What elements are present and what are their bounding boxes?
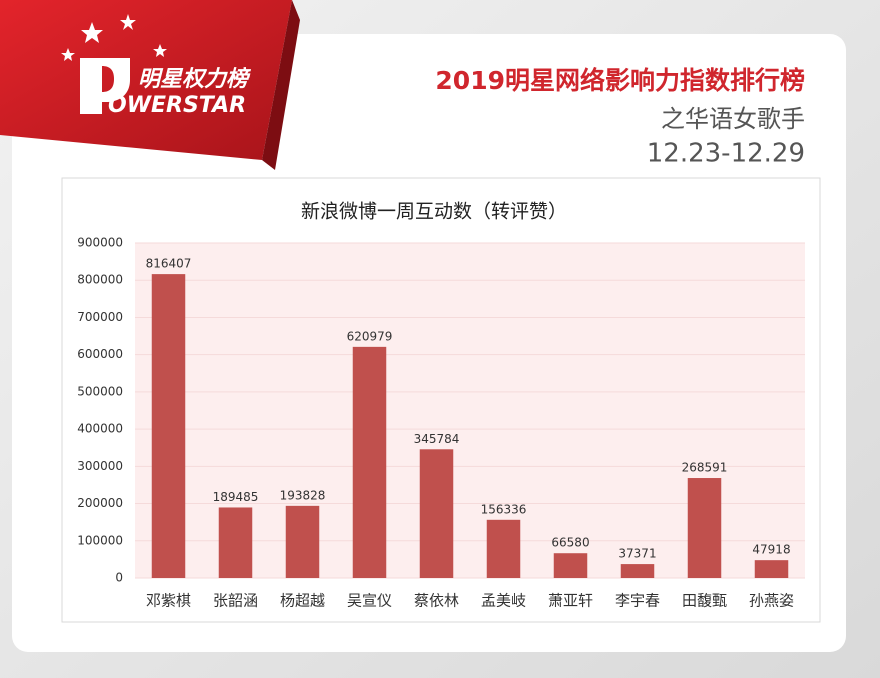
value-label: 37371 (618, 547, 656, 561)
y-tick-label: 600000 (77, 347, 123, 361)
x-tick-label: 孟美岐 (481, 592, 526, 610)
x-tick-label: 邓紫棋 (146, 592, 191, 610)
y-tick-label: 800000 (77, 273, 123, 287)
value-label: 268591 (682, 461, 728, 475)
value-label: 816407 (146, 257, 192, 271)
bar (419, 449, 454, 578)
value-label: 47918 (752, 543, 790, 557)
date-range: 12.23-12.29 (647, 139, 805, 169)
value-label: 189485 (213, 490, 259, 504)
logo-cn: 明星权力榜 (138, 66, 252, 92)
y-tick-label: 500000 (77, 384, 123, 398)
header-subtitle: 之华语女歌手 (661, 105, 805, 133)
bar (754, 560, 789, 578)
bar (553, 553, 588, 578)
x-tick-label: 吴宣仪 (347, 592, 392, 610)
header-title: 2019明星网络影响力指数排行榜 (435, 66, 805, 95)
banner (0, 0, 292, 160)
bar (687, 478, 722, 578)
value-label: 193828 (280, 488, 326, 502)
stars (61, 14, 167, 61)
y-tick-label: 200000 (77, 496, 123, 510)
bar (352, 346, 387, 578)
x-tick-label: 田馥甄 (682, 592, 727, 610)
x-tick-label: 杨超越 (280, 592, 325, 610)
y-tick-label: 0 (115, 571, 123, 585)
x-tick-label: 孙燕姿 (749, 592, 794, 610)
x-tick-label: 张韶涵 (213, 592, 258, 610)
x-tick-label: 萧亚轩 (548, 592, 593, 610)
value-label: 345784 (414, 432, 460, 446)
y-tick-label: 700000 (77, 310, 123, 324)
x-tick-label: 李宇春 (615, 592, 660, 610)
logo-fist (80, 58, 130, 114)
chart-title: 新浪微博一周互动数（转评赞） (301, 201, 567, 223)
y-tick-label: 900000 (77, 236, 123, 250)
banner-fold (262, 0, 300, 170)
bar (285, 505, 320, 578)
y-tick-label: 300000 (77, 459, 123, 473)
x-tick-label: 蔡依林 (414, 592, 459, 610)
y-tick-label: 400000 (77, 422, 123, 436)
bar (486, 519, 521, 578)
logo-en: OWERSTAR (108, 93, 246, 118)
value-label: 156336 (481, 502, 527, 516)
bar (218, 507, 253, 578)
value-label: 620979 (347, 329, 393, 343)
bar (151, 274, 186, 578)
value-label: 66580 (551, 536, 589, 550)
bar (620, 564, 655, 578)
y-tick-label: 100000 (77, 533, 123, 547)
